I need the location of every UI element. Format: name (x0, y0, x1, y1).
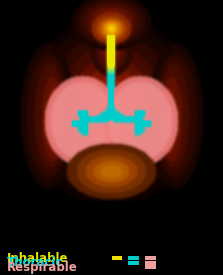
Bar (145, 256, 156, 260)
Bar (128, 261, 139, 265)
Text: Inhalable: Inhalable (7, 252, 68, 265)
Bar (145, 265, 156, 270)
Text: Respirable: Respirable (7, 261, 77, 274)
Bar (145, 261, 156, 265)
Text: Thoracic: Thoracic (7, 256, 63, 269)
Bar (128, 256, 139, 260)
Bar (112, 256, 122, 260)
